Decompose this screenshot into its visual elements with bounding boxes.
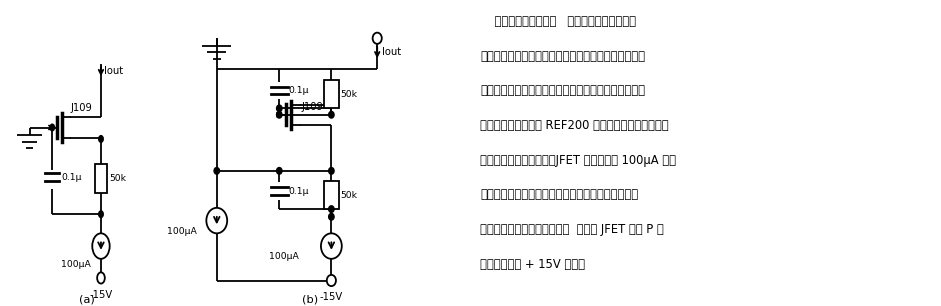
Text: 电流源是指电流源在负载的上面，电流流人接地（或接: 电流源是指电流源在负载的上面，电流流人接地（或接 (480, 84, 645, 97)
Text: Iout: Iout (382, 47, 402, 57)
Text: J109: J109 (71, 103, 92, 114)
Text: (b): (b) (302, 295, 319, 305)
Text: J109: J109 (301, 102, 323, 112)
Text: 源两端的电压恒定，提高了电流阱的等效动态电阻。: 源两端的电压恒定，提高了电流阱的等效动态电阻。 (480, 188, 638, 201)
Bar (324, 181, 339, 209)
Circle shape (50, 124, 55, 131)
Circle shape (373, 33, 382, 44)
Text: (a): (a) (79, 295, 95, 305)
Text: -15V: -15V (89, 290, 113, 300)
Text: 50k: 50k (341, 90, 358, 99)
Text: 负电源）负载。利用 REF200 和场效应管可以组成低噪: 负电源）负载。利用 REF200 和场效应管可以组成低噪 (480, 119, 668, 132)
Circle shape (328, 206, 334, 212)
Text: 道，电流源接 + 15V 即可。: 道，电流源接 + 15V 即可。 (480, 258, 585, 271)
Text: 0.1μ: 0.1μ (289, 86, 310, 95)
Circle shape (328, 168, 334, 174)
Text: Iout: Iout (104, 66, 123, 76)
Text: 若将这两个电路改为电流源，  只要把 JFET 改为 P 沟: 若将这两个电路改为电流源， 只要把 JFET 改为 P 沟 (480, 223, 663, 236)
Circle shape (92, 233, 110, 259)
Text: 50k: 50k (341, 191, 358, 200)
Circle shape (206, 208, 227, 233)
Text: 100μA: 100μA (167, 227, 197, 236)
Circle shape (277, 168, 282, 174)
Circle shape (327, 275, 336, 286)
Bar (324, 80, 339, 108)
Circle shape (99, 136, 104, 142)
Circle shape (277, 105, 282, 112)
Circle shape (277, 111, 282, 118)
Text: 0.1μ: 0.1μ (61, 173, 82, 182)
Circle shape (321, 233, 342, 259)
Circle shape (328, 111, 334, 118)
Circle shape (97, 272, 104, 284)
Circle shape (328, 214, 334, 220)
Bar (95, 164, 107, 192)
Text: 声、高精度电流阱电路。JFET 的作用是使 100μA 电流: 声、高精度电流阱电路。JFET 的作用是使 100μA 电流 (480, 154, 676, 166)
Text: 0.1μ: 0.1μ (289, 187, 310, 196)
Circle shape (99, 211, 104, 218)
Circle shape (214, 168, 219, 174)
Text: -15V: -15V (320, 292, 343, 302)
Text: （负载不接地）提供恒流，即电流从负载流人电流源。: （负载不接地）提供恒流，即电流从负载流人电流源。 (480, 50, 645, 63)
Text: 100μA: 100μA (60, 259, 90, 269)
Text: 低噪声高精度电流阱   电流阱是指为浮地负载: 低噪声高精度电流阱 电流阱是指为浮地负载 (480, 15, 636, 28)
Text: 50k: 50k (110, 174, 127, 183)
Text: 100μA: 100μA (269, 252, 298, 261)
